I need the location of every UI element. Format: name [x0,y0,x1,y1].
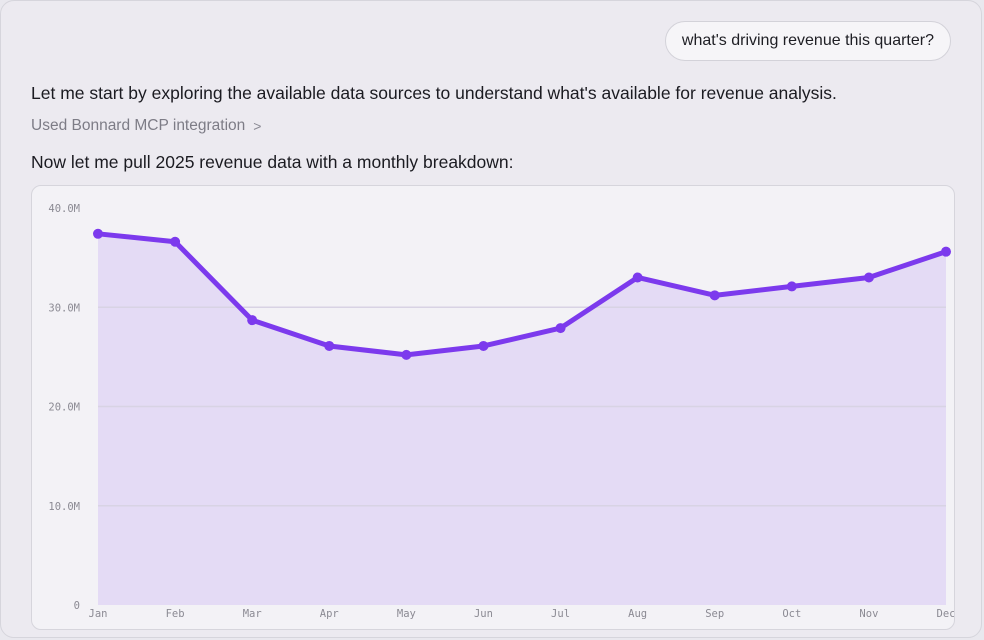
data-point [170,236,181,247]
data-point [401,349,412,360]
assistant-intro-text: Let me start by exploring the available … [31,83,837,103]
y-tick-label: 40.0M [48,203,80,215]
x-tick-label: Jul [551,608,570,620]
data-point [93,228,103,239]
series-line [95,231,949,358]
data-point [632,272,643,283]
data-point [324,340,335,351]
data-point [247,315,258,326]
revenue-line-chart: 0 10.0M 20.0M 30.0M 40.0M Jan Feb Mar Apr May Jun J… [48,203,954,620]
x-tick-label: May [397,608,416,620]
x-tick-label: Jun [474,608,493,620]
y-tick-label: 20.0M [48,402,80,414]
data-point [863,272,874,283]
user-message-text: what's driving revenue this quarter? [681,32,934,49]
assistant-followup-text: Now let me pull 2025 revenue data with a… [31,152,514,172]
area-fill [98,233,946,605]
x-tick-label: Oct [782,608,801,620]
user-message-bubble: what's driving revenue this quarter? [664,21,951,61]
y-tick-label: 10.0M [48,501,80,513]
data-point [786,281,797,292]
x-tick-label: Dec [937,608,954,620]
chevron-right-icon: > [253,118,262,134]
x-tick-label: Mar [243,608,262,620]
data-point [709,290,720,301]
data-point [478,340,489,351]
x-tick-label: Nov [859,608,878,620]
y-tick-label: 30.0M [48,302,80,314]
x-tick-label: Jan [89,608,108,620]
x-tick-label: Feb [166,608,185,620]
data-point [555,323,566,334]
data-point [941,246,951,257]
x-tick-label: Sep [705,608,724,620]
revenue-chart-card: 0 10.0M 20.0M 30.0M 40.0M Jan Feb Mar Apr May Jun J… [31,185,955,630]
x-tick-label: Aug [628,608,647,620]
tool-call-toggle[interactable]: Used Bonnard MCP integration > [31,117,261,135]
tool-call-label: Used Bonnard MCP integration [31,117,246,134]
x-tick-label: Apr [320,608,339,620]
y-tick-label: 0 [74,600,80,612]
